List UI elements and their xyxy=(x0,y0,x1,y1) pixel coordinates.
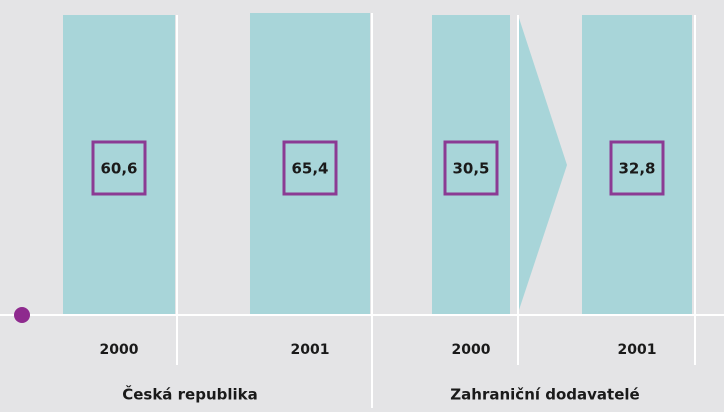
year: 2001 xyxy=(291,342,330,358)
year: 2000 xyxy=(100,342,139,358)
dot xyxy=(14,307,30,323)
value-box xyxy=(282,140,338,196)
bar xyxy=(582,15,692,315)
group-label: Zahraniční dodavatelé xyxy=(450,386,639,404)
value-box xyxy=(91,140,147,196)
value: 32,8 xyxy=(618,160,655,178)
bar xyxy=(250,13,370,315)
value-box xyxy=(609,140,665,196)
value: 30,5 xyxy=(452,160,489,178)
value-box xyxy=(443,140,499,196)
value: 60,6 xyxy=(100,160,137,178)
value: 65,4 xyxy=(291,160,328,178)
year: 2001 xyxy=(618,342,657,358)
bar xyxy=(63,15,175,315)
year: 2000 xyxy=(452,342,491,358)
group-label: Česká republika xyxy=(122,385,258,404)
arrow xyxy=(518,15,567,313)
